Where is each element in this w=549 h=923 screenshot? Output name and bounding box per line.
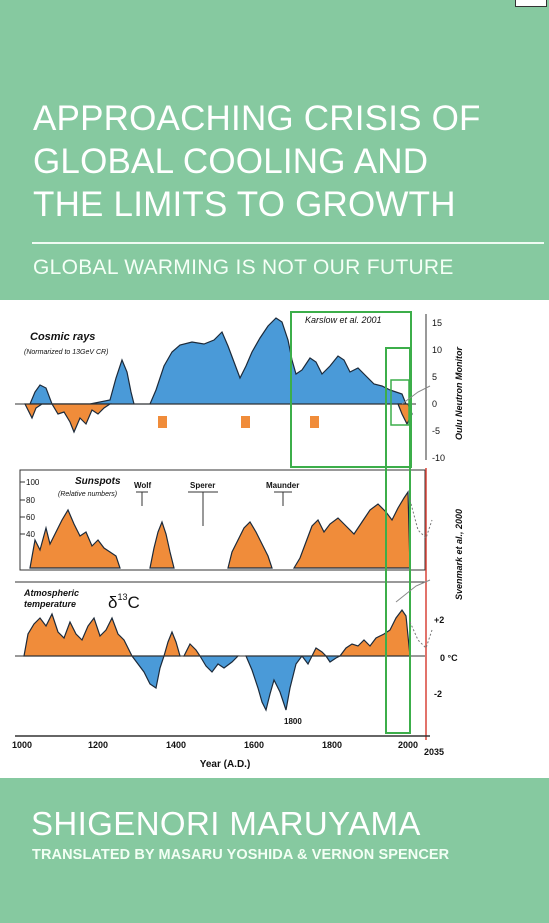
sunspots-left-ticks: 100 80 60 40 xyxy=(20,478,40,539)
sunspots-panel: 100 80 60 40 Sunspots (Relative numbers)… xyxy=(19,469,464,600)
translators-line: TRANSLATED BY MASARU YOSHIDA & VERNON SP… xyxy=(32,847,450,863)
temperature-cool-area xyxy=(130,655,341,712)
right-tick-label: -10 xyxy=(432,453,445,463)
title-line: THE LIMITS TO GROWTH xyxy=(33,185,456,224)
temperature-title-line2: temperature xyxy=(24,599,76,609)
right-tick-label: -2 xyxy=(434,689,442,699)
x-tick-label: 2000 xyxy=(398,740,418,750)
x-tick-label: 2035 xyxy=(424,747,444,757)
temperature-right-ticks: +2 0 °C -2 xyxy=(434,615,458,699)
temperature-annotation: 1800 xyxy=(284,717,302,726)
isotope-label: δ13C xyxy=(108,592,140,612)
right-tick-label: 10 xyxy=(432,345,442,355)
title-line: GLOBAL COOLING AND xyxy=(33,142,429,181)
climate-figure: Cosmic rays (Normarized to 13GeV CR) 15 … xyxy=(12,311,464,770)
x-tick-label: 1600 xyxy=(244,740,264,750)
x-tick-label: 1800 xyxy=(322,740,342,750)
cosmic-rays-note: (Normarized to 13GeV CR) xyxy=(24,349,108,356)
temperature-warm-area xyxy=(23,608,411,657)
projection-dotted xyxy=(409,499,433,649)
sunspots-note: (Relative numbers) xyxy=(58,491,117,498)
temperature-panel: Atmospheric temperature δ13C 1800 +2 0 °… xyxy=(15,581,458,740)
x-tick-label: 1200 xyxy=(88,740,108,750)
karslow-label: Karslow et al. 2001 xyxy=(305,315,382,325)
maunder-label: Maunder xyxy=(266,481,299,490)
x-axis-label: Year (A.D.) xyxy=(200,759,251,770)
left-tick-label: 60 xyxy=(26,513,35,522)
cosmic-rays-panel: Cosmic rays (Normarized to 13GeV CR) 15 … xyxy=(15,311,464,468)
sunspots-area xyxy=(29,490,411,569)
green-box-inner xyxy=(390,379,410,426)
sunspots-title: Sunspots xyxy=(75,476,121,487)
cosmic-marker xyxy=(241,416,250,428)
x-axis-ticks: 1000 1200 1400 1600 1800 2000 2035 xyxy=(12,740,444,757)
oulu-axis-label: Oulu Neutron Monitor xyxy=(454,347,464,440)
cosmic-marker xyxy=(310,416,319,428)
right-tick-label: -5 xyxy=(432,426,440,436)
x-tick-label: 1400 xyxy=(166,740,186,750)
right-tick-label: 5 xyxy=(432,372,437,382)
left-tick-label: 100 xyxy=(26,478,40,487)
cosmic-rays-title: Cosmic rays xyxy=(30,331,95,343)
book-subtitle: GLOBAL WARMING IS NOT OUR FUTURE xyxy=(33,256,454,279)
figure-panel: Cosmic rays (Normarized to 13GeV CR) 15 … xyxy=(0,300,549,778)
author-name: SHIGENORI MARUYAMA xyxy=(31,805,421,842)
projection-line xyxy=(395,385,431,603)
wolf-label: Wolf xyxy=(134,481,152,490)
title-line: APPROACHING CRISIS OF xyxy=(33,99,481,138)
title-divider xyxy=(32,242,544,244)
cosmic-positive-area xyxy=(29,317,407,405)
right-tick-label: 0 °C xyxy=(440,653,458,663)
right-tick-label: 15 xyxy=(432,318,442,328)
page-corner-mark xyxy=(515,0,547,7)
temperature-title-line1: Atmospheric xyxy=(23,588,79,598)
left-tick-label: 40 xyxy=(26,530,35,539)
cosmic-negative-area xyxy=(24,403,413,434)
green-box-outer xyxy=(385,347,411,734)
cosmic-right-ticks: 15 10 5 0 -5 -10 xyxy=(432,318,445,463)
right-tick-label: +2 xyxy=(434,615,444,625)
cosmic-marker xyxy=(158,416,167,428)
left-tick-label: 80 xyxy=(26,496,35,505)
x-tick-label: 1000 xyxy=(12,740,32,750)
svenmark-axis-label: Svenmark et al., 2000 xyxy=(454,509,464,600)
right-tick-label: 0 xyxy=(432,399,437,409)
book-title: APPROACHING CRISIS OF GLOBAL COOLING AND… xyxy=(33,97,533,226)
sperer-label: Sperer xyxy=(190,481,215,490)
